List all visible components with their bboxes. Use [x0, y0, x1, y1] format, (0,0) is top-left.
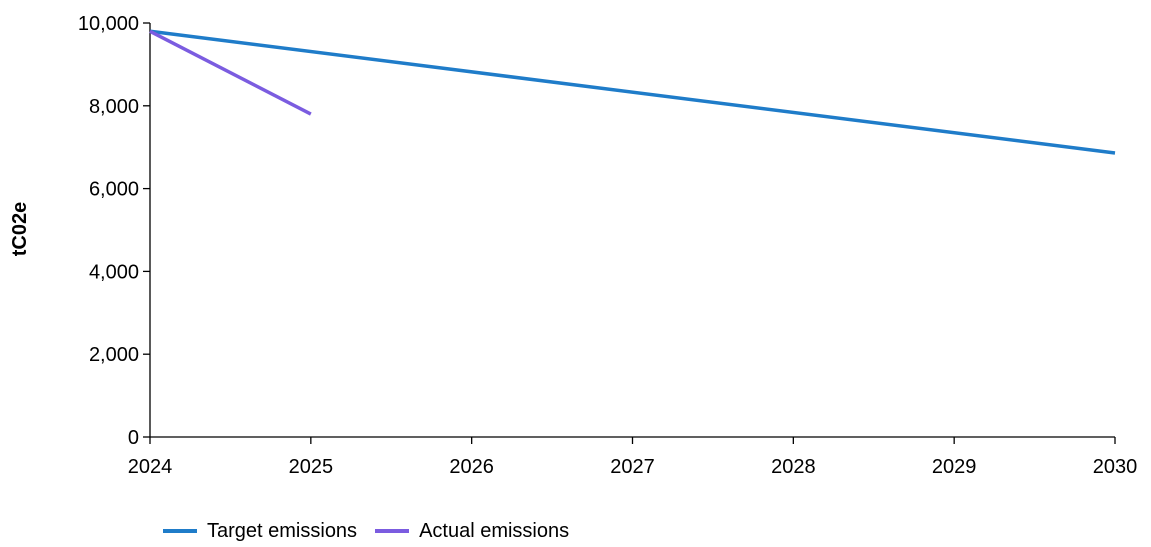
x-tick-label: 2030: [1093, 456, 1138, 478]
legend: Target emissions Actual emissions: [163, 516, 569, 546]
y-tick-label: 10,000: [78, 13, 139, 35]
y-tick-label: 0: [128, 427, 139, 449]
y-axis-title: tC02e: [9, 202, 31, 256]
y-tick-label: 8,000: [89, 96, 139, 118]
series-layer: [149, 29, 1116, 155]
legend-label: Actual emissions: [419, 520, 570, 542]
x-tick-label: 2026: [449, 456, 494, 478]
x-tick-label: 2029: [932, 456, 977, 478]
y-tick-label: 6,000: [89, 179, 139, 201]
legend-label: Target emissions: [207, 520, 358, 542]
y-tick-label: 2,000: [89, 344, 139, 366]
legend-item: Target emissions: [163, 521, 357, 541]
target-emissions-line: [149, 29, 1116, 155]
x-tick-label: 2024: [128, 456, 173, 478]
line-chart: 0 2,000 4,000 6,000 8,000 10,000 2024 2025 2026…: [9, 13, 1138, 478]
y-tick-label: 4,000: [89, 261, 139, 283]
x-tick-label: 2025: [289, 456, 334, 478]
y-axis: 0 2,000 4,000 6,000 8,000 10,000: [78, 13, 151, 449]
legend-item: Actual emissions: [375, 521, 569, 541]
x-tick-label: 2028: [771, 456, 816, 478]
x-axis: 2024 2025 2026 2027 2028 2029 2030: [128, 436, 1138, 478]
x-tick-label: 2027: [610, 456, 655, 478]
legend-swatch: [375, 529, 410, 533]
legend-swatch: [163, 529, 197, 533]
actual-emissions-line: [149, 29, 312, 116]
